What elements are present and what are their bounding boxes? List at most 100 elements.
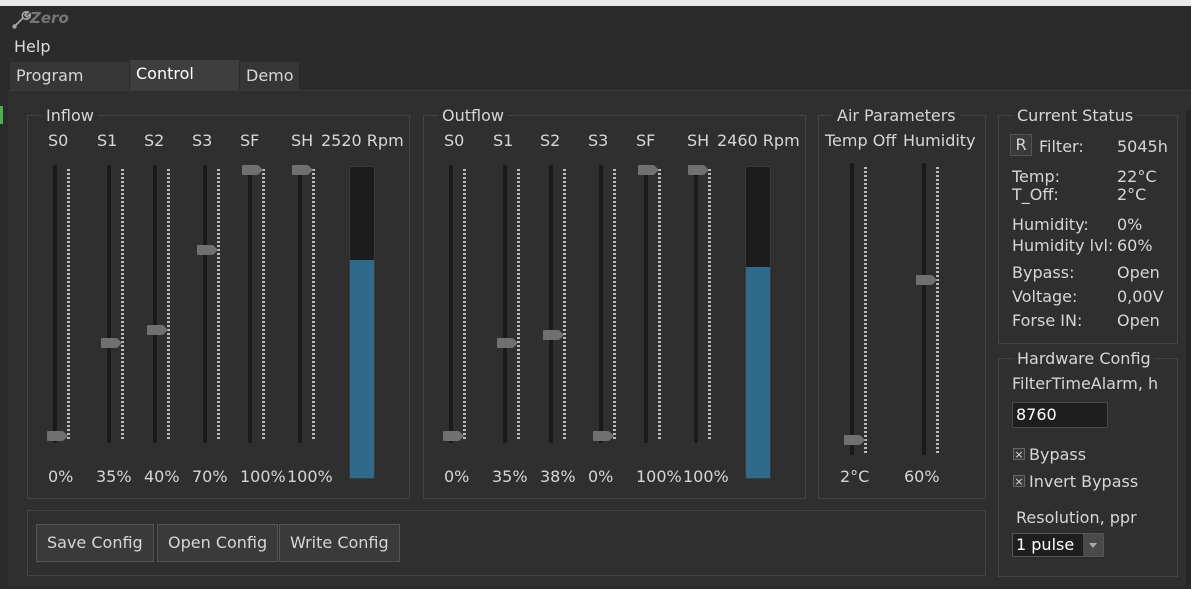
- open-config-button[interactable]: Open Config: [157, 524, 279, 562]
- outflow-s0-slider-handle[interactable]: [443, 431, 464, 441]
- outflow-s1-slider-label: S1: [493, 131, 514, 150]
- inflow-s3-slider-handle[interactable]: [197, 244, 218, 255]
- status-label-filter: Filter:: [1039, 137, 1084, 156]
- status-label-voltage: Voltage:: [1012, 287, 1078, 306]
- outflow-s1-slider-value: 35%: [492, 467, 528, 486]
- outflow-title: Outflow: [442, 106, 504, 125]
- status-label-forse-in: Forse IN:: [1012, 311, 1083, 330]
- chevron-down-icon[interactable]: [1083, 534, 1103, 556]
- outflow-s1-slider-track[interactable]: [503, 165, 507, 443]
- outflow-s3-slider-track[interactable]: [599, 165, 603, 443]
- status-label-t-off: T_Off:: [1012, 185, 1059, 204]
- inflow-s2-slider-value: 40%: [144, 467, 180, 486]
- outflow-sh-slider-label: SH: [687, 131, 710, 150]
- filter-time-alarm-input[interactable]: 8760: [1012, 402, 1108, 428]
- inflow-s1-slider-label: S1: [97, 131, 118, 150]
- inflow-s2-slider-handle[interactable]: [147, 324, 168, 335]
- inflow-s1-slider-value: 35%: [96, 467, 132, 486]
- inflow-sf-slider-handle[interactable]: [242, 165, 263, 175]
- save-config-button[interactable]: Save Config: [36, 524, 154, 562]
- outflow-s3-slider-label: S3: [588, 131, 609, 150]
- air-temp-off-slider-track[interactable]: [850, 163, 854, 455]
- resolution-select[interactable]: 1 pulse: [1012, 533, 1104, 557]
- inflow-s2-slider-track[interactable]: [153, 165, 157, 443]
- inflow-s0-slider-track[interactable]: [53, 165, 57, 443]
- invert-bypass-checkbox[interactable]: ×: [1013, 475, 1025, 488]
- inflow-title: Inflow: [46, 106, 94, 125]
- inflow-s2-slider-label: S2: [144, 131, 165, 150]
- bypass-checkbox[interactable]: ×: [1013, 448, 1025, 461]
- outflow-s2-slider-label: S2: [540, 131, 561, 150]
- inflow-sh-slider-value: 100%: [287, 467, 333, 486]
- tab-program-mode[interactable]: Program Mode: [10, 62, 130, 113]
- outflow-s0-slider-value: 0%: [444, 467, 470, 486]
- inflow-rpm-label: 2520 Rpm: [321, 131, 404, 150]
- inflow-s3-slider-track[interactable]: [203, 165, 207, 443]
- status-value-temp: 22°C: [1117, 167, 1157, 186]
- invert-bypass-checkbox-label: Invert Bypass: [1029, 472, 1139, 491]
- status-value-bypass: Open: [1117, 263, 1160, 282]
- wrench-icon: [10, 8, 34, 30]
- air-parameters-group: Air Parameters: [818, 106, 986, 499]
- inflow-s0-slider-label: S0: [48, 131, 69, 150]
- status-label-bypass: Bypass:: [1012, 263, 1075, 282]
- inflow-s3-slider-value: 70%: [192, 467, 228, 486]
- air-humidity-slider-ticks: [936, 167, 939, 453]
- air-temp-off-slider-value: 2°C: [840, 467, 870, 486]
- outflow-sh-slider-handle[interactable]: [688, 165, 709, 175]
- scroll-strip: [1186, 110, 1191, 585]
- write-config-button[interactable]: Write Config: [279, 524, 400, 562]
- air-temp-off-slider-ticks: [864, 167, 867, 453]
- status-value-filter: 5045h: [1117, 137, 1168, 156]
- inflow-s0-slider-handle[interactable]: [47, 431, 68, 441]
- outflow-s2-slider-value: 38%: [540, 467, 576, 486]
- air-humidity-slider-handle[interactable]: [916, 275, 937, 285]
- inflow-sf-slider-track[interactable]: [248, 165, 252, 443]
- outflow-sf-slider-handle[interactable]: [638, 165, 659, 175]
- outflow-sf-slider-track[interactable]: [644, 165, 648, 443]
- outflow-s3-slider-handle[interactable]: [593, 431, 614, 441]
- app-title: Zero: [30, 9, 69, 27]
- inflow-s1-slider-handle[interactable]: [101, 337, 122, 348]
- outflow-s0-slider-ticks: [463, 169, 466, 441]
- outflow-s1-slider-handle[interactable]: [497, 337, 518, 348]
- outflow-s3-slider-value: 0%: [588, 467, 614, 486]
- top-strip: [0, 0, 1191, 6]
- air-temp-off-slider-label: Temp Off: [825, 131, 897, 150]
- inflow-sf-slider-ticks: [262, 169, 265, 441]
- outflow-sf-slider-label: SF: [636, 131, 656, 150]
- inflow-s0-slider-ticks: [67, 169, 70, 441]
- inflow-sf-slider-label: SF: [240, 131, 260, 150]
- resolution-label: Resolution, ppr: [1016, 508, 1137, 527]
- air-humidity-slider-value: 60%: [904, 467, 940, 486]
- filter-time-alarm-label: FilterTimeAlarm, h: [1012, 374, 1159, 393]
- outflow-s2-slider-ticks: [563, 169, 566, 441]
- reset-filter-button[interactable]: R: [1010, 134, 1032, 156]
- title-bar: [0, 6, 1191, 34]
- air-temp-off-slider-handle[interactable]: [844, 434, 865, 445]
- inflow-sh-slider-track[interactable]: [298, 165, 302, 443]
- outflow-sh-slider-track[interactable]: [694, 165, 698, 443]
- status-value-forse-in: Open: [1117, 311, 1160, 330]
- status-label-humidity-lvl: Humidity lvl:: [1012, 236, 1114, 255]
- tab-control-mode[interactable]: Control Mode: [130, 60, 240, 111]
- current-status-title: Current Status: [1017, 106, 1134, 125]
- inflow-s0-slider-value: 0%: [48, 467, 74, 486]
- inflow-s1-slider-track[interactable]: [107, 165, 111, 443]
- inflow-sh-slider-handle[interactable]: [292, 165, 313, 175]
- bypass-checkbox-label: Bypass: [1029, 445, 1087, 464]
- air-humidity-slider-track[interactable]: [922, 163, 926, 455]
- status-label-humidity: Humidity:: [1012, 215, 1089, 234]
- outflow-sh-slider-ticks: [708, 169, 711, 441]
- tab-demo[interactable]: Demo: [240, 62, 300, 90]
- status-label-temp: Temp:: [1012, 167, 1061, 186]
- outflow-s2-slider-handle[interactable]: [543, 329, 564, 340]
- outflow-sh-slider-value: 100%: [683, 467, 729, 486]
- edge-marker: [0, 106, 3, 124]
- outflow-s0-slider-track[interactable]: [449, 165, 453, 443]
- menu-help[interactable]: Help: [14, 37, 51, 56]
- outflow-s1-slider-ticks: [517, 169, 520, 441]
- outflow-rpm-bar: [745, 166, 771, 479]
- status-value-humidity-lvl: 60%: [1117, 236, 1153, 255]
- outflow-s2-slider-track[interactable]: [549, 165, 553, 443]
